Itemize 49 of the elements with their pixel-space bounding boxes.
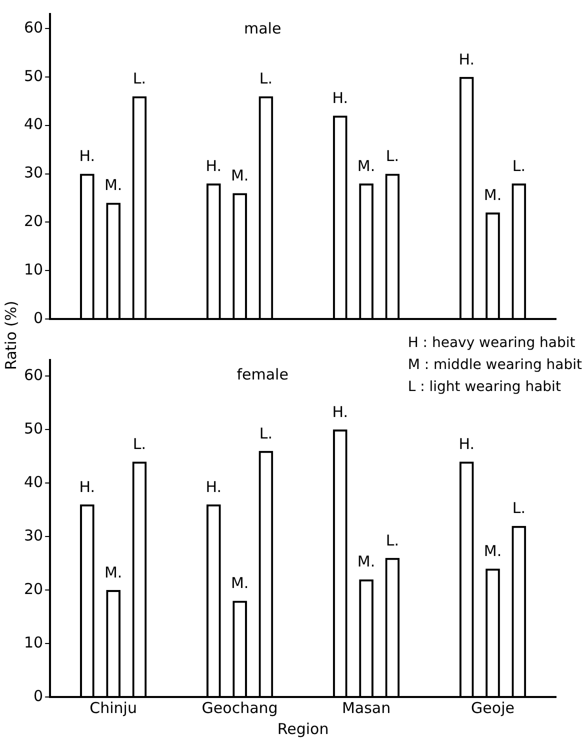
x-axis-title: Region — [277, 720, 329, 738]
y-tick-label: 0 — [34, 686, 44, 705]
y-tick-label: 40 — [24, 472, 44, 491]
text: H. — [206, 156, 222, 175]
text: H. — [332, 89, 348, 108]
text: L. — [512, 499, 526, 518]
y-tick-label: 50 — [24, 66, 44, 85]
text: H. — [458, 435, 475, 454]
y-tick-label: 10 — [24, 633, 44, 652]
text: M. — [104, 563, 122, 582]
y-tick-label: 0 — [34, 308, 44, 327]
text: L. — [259, 424, 273, 442]
y-tick-label: 10 — [24, 260, 44, 278]
x-tick-label: Chinju — [90, 698, 137, 717]
x-tick-label: Geoje — [471, 698, 514, 717]
series-label: L. — [386, 147, 399, 166]
y-tick-label: 20 — [24, 580, 44, 598]
text: H : heavy wearing habit — [408, 334, 576, 353]
text: L. — [132, 70, 146, 88]
annotation: M : middle wearing habit — [408, 356, 582, 375]
series-label: M. — [357, 552, 376, 571]
text: L. — [512, 156, 526, 175]
y-axis-title: Ratio (%) — [2, 300, 20, 370]
text: M. — [484, 542, 502, 560]
series-label: M. — [230, 166, 249, 185]
y-tick-label: 30 — [24, 526, 44, 544]
y-tick-label: 20 — [24, 212, 44, 230]
y-tick-label: 60 — [24, 18, 44, 36]
series-label: L. — [132, 435, 146, 454]
text: M. — [104, 176, 122, 194]
series-label: H. — [79, 147, 96, 166]
series-label: H. — [332, 402, 348, 421]
x-tick-label: Masan — [342, 698, 391, 717]
text: M. — [484, 186, 502, 204]
text: M. — [357, 156, 376, 175]
text: M. — [230, 574, 249, 592]
text: H. — [458, 50, 475, 68]
text: H. — [79, 478, 96, 496]
x-tick-label: Geochang — [202, 698, 278, 717]
annotation: L : light wearing habit — [408, 378, 562, 397]
y-tick-label: 40 — [24, 115, 44, 134]
text: H. — [206, 478, 222, 496]
y-tick-label: 60 — [24, 366, 44, 384]
chart-title: female — [236, 365, 288, 384]
y-tick-label: 50 — [24, 419, 44, 438]
text: L. — [259, 70, 273, 88]
text: L. — [386, 531, 399, 550]
y-tick-label: 30 — [24, 164, 44, 182]
chart-title: male — [244, 19, 282, 38]
